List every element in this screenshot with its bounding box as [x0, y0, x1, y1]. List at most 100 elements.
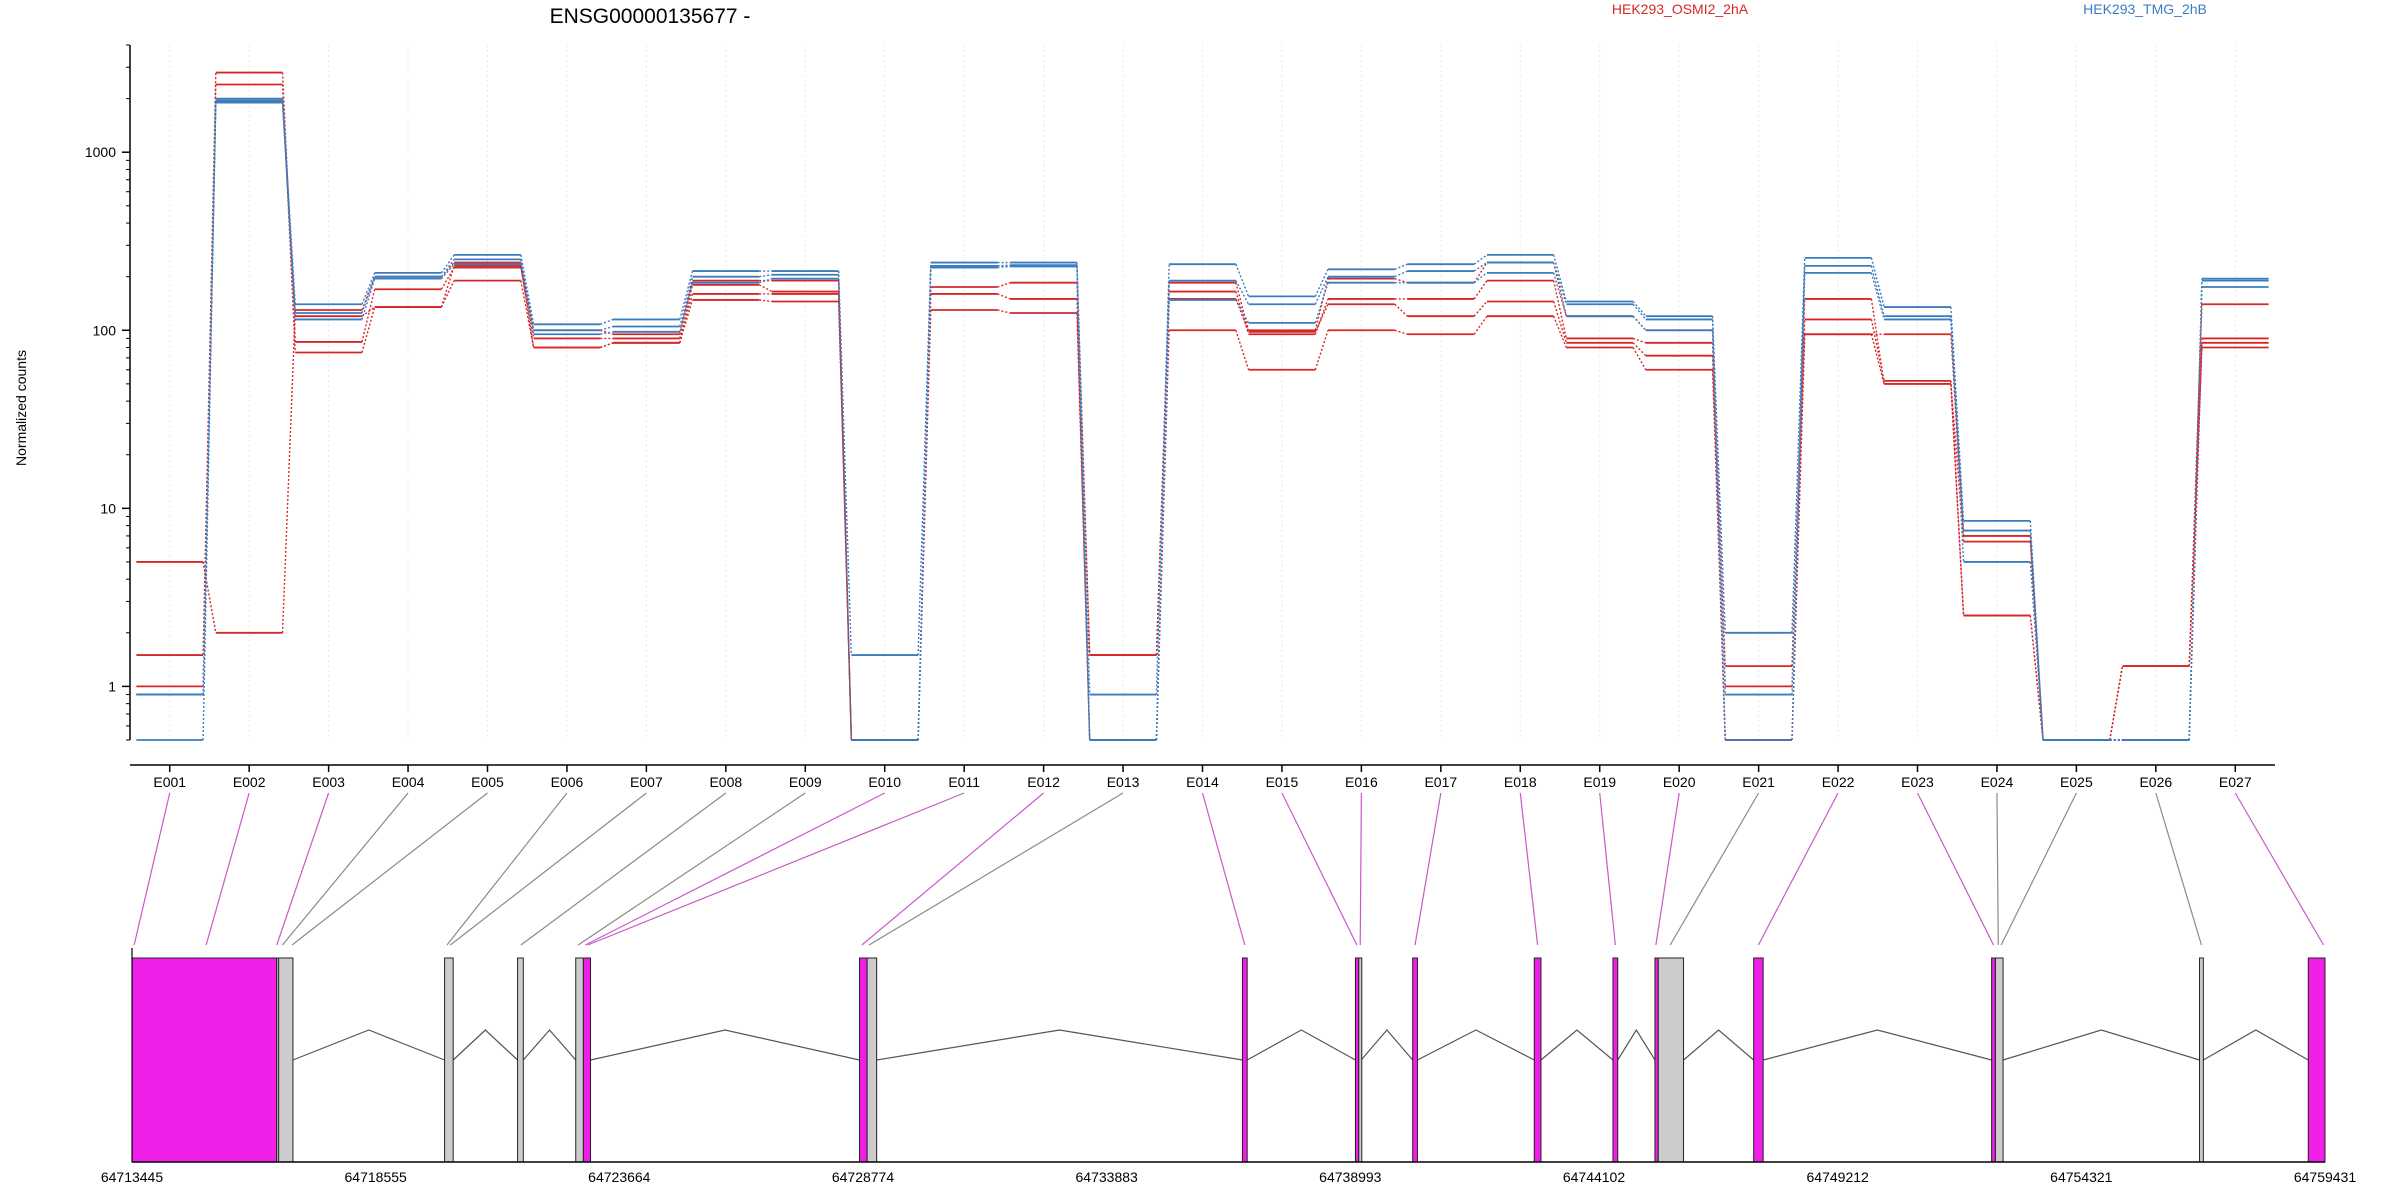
series-connector: [2188, 286, 2203, 741]
x-tick-label-e025: E025: [2060, 774, 2093, 790]
series-connector: [2188, 338, 2203, 741]
series-connector: [1235, 299, 1250, 324]
series-connector: [679, 293, 694, 339]
x-tick-label-e006: E006: [551, 774, 584, 790]
x-tick-label-e026: E026: [2139, 774, 2172, 790]
series-connector: [679, 270, 694, 320]
series-connector: [917, 262, 932, 656]
exon-block-17: [1753, 957, 1764, 1163]
series-connector: [2109, 665, 2124, 741]
intron-line: [1617, 1028, 1656, 1061]
exon-block-2: [278, 957, 294, 1163]
series-connector: [917, 267, 932, 741]
intron-line: [590, 1029, 860, 1061]
x-tick-label-e013: E013: [1107, 774, 1140, 790]
series-connector: [1632, 315, 1647, 331]
exon-block-13: [1533, 957, 1542, 1163]
series-connector: [1870, 334, 1885, 385]
genomic-tick-label: 64728774: [832, 1169, 895, 1185]
series-connector: [1235, 291, 1250, 335]
series-connector: [202, 100, 217, 695]
series-connector: [1394, 329, 1408, 335]
series-connector: [997, 265, 1011, 269]
series-connector: [1314, 276, 1329, 305]
series-connector: [1473, 315, 1488, 335]
series-connector: [600, 342, 614, 349]
genomic-tick-label: 64738993: [1319, 1169, 1382, 1185]
series-connector: [1235, 330, 1250, 370]
series-connector: [1711, 330, 1726, 741]
series-connector: [1314, 330, 1329, 370]
series-connector: [1711, 319, 1726, 695]
x-tick-label-e004: E004: [392, 774, 425, 790]
x-tick-label-e018: E018: [1504, 774, 1537, 790]
genomic-tick-label: 64723664: [588, 1169, 651, 1185]
series-connector: [520, 265, 535, 348]
series-connector: [1552, 315, 1568, 348]
series-connector: [1473, 301, 1488, 317]
series-connector: [1076, 266, 1091, 741]
series-connector: [997, 282, 1011, 288]
exon-block-21: [2307, 957, 2326, 1163]
series-connector: [361, 276, 376, 314]
x-tick-label-e001: E001: [153, 774, 186, 790]
series-connector: [1870, 272, 1885, 320]
exon-block-12: [1412, 957, 1418, 1163]
mapping-line-e014: [1201, 792, 1246, 946]
series-connector: [2029, 530, 2044, 741]
series-connector: [1155, 299, 1170, 741]
intron-line: [1360, 1029, 1414, 1061]
x-tick-label-e017: E017: [1424, 774, 1457, 790]
y-tick-label: 10: [100, 500, 116, 516]
y-tick-label: 1000: [85, 144, 116, 160]
x-tick-label-e011: E011: [948, 774, 980, 790]
mapping-line-e002: [205, 792, 250, 946]
intron-line: [1763, 1029, 1992, 1061]
x-tick-label-e019: E019: [1583, 774, 1616, 790]
series-connector: [1632, 301, 1647, 317]
intron-line: [876, 1029, 1243, 1061]
series-connector: [1791, 257, 1806, 633]
series-connector: [440, 262, 455, 278]
series-connector: [1314, 268, 1329, 297]
intron-line: [2203, 1029, 2309, 1061]
mapping-line-e001: [133, 792, 171, 946]
legend-label-osmi: HEK293_OSMI2_2hA: [1612, 1, 1749, 17]
intron-line: [1540, 1029, 1614, 1061]
x-tick-label-e005: E005: [471, 774, 504, 790]
exon-block-0: [131, 957, 278, 1163]
series-connector: [440, 280, 455, 308]
x-tick-label-e008: E008: [709, 774, 742, 790]
series-connector: [2188, 347, 2203, 667]
series-connector: [1791, 265, 1806, 695]
mapping-line-e023: [1916, 792, 1995, 946]
series-connector: [202, 72, 217, 656]
x-tick-label-e016: E016: [1345, 774, 1378, 790]
series-connector: [679, 276, 694, 327]
series-connector: [997, 293, 1011, 300]
series-connector: [202, 102, 217, 741]
series-connector: [361, 278, 376, 320]
genomic-tick-label: 64718555: [345, 1169, 408, 1185]
mapping-line-e003: [276, 792, 330, 946]
y-tick-label: 100: [93, 322, 117, 338]
series-connector: [679, 299, 694, 344]
series-connector: [758, 284, 773, 293]
exon-block-15: [1654, 957, 1659, 1163]
mapping-line-e017: [1414, 792, 1442, 946]
genomic-tick-label: 64759431: [2294, 1169, 2357, 1185]
series-connector: [1473, 262, 1488, 284]
series-connector: [1473, 261, 1488, 272]
mapping-line-e027: [2234, 792, 2325, 946]
intron-line: [1417, 1029, 1535, 1061]
intron-line: [1683, 1029, 1755, 1061]
series-connector: [1394, 303, 1408, 317]
mapping-line-e007: [449, 792, 647, 946]
vertical-gridlines: [169, 45, 2236, 740]
mapping-line-e005: [291, 792, 488, 946]
genomic-tick-label: 64754321: [2050, 1169, 2113, 1185]
exon-block-19: [1994, 957, 2004, 1163]
exon-block-10: [1354, 957, 1360, 1163]
